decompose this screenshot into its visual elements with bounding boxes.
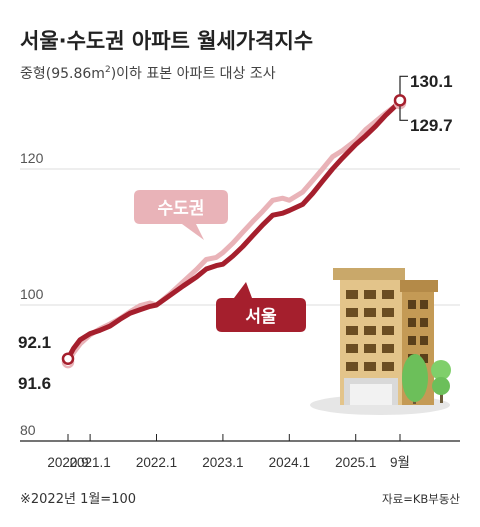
series-line-seoul <box>65 97 403 362</box>
source: 자료=KB부동산 <box>382 492 460 506</box>
chart-subtitle: 중형(95.86m2)이하 표본 아파트 대상 조사 <box>20 65 276 82</box>
x-tick-label-6: 9월 <box>390 455 410 470</box>
subtitle-part-2: )이하 표본 아파트 대상 조사 <box>111 66 276 82</box>
y-axis: 80 100 120 <box>20 150 44 438</box>
seoul-start-value: 92.1 <box>18 333 51 352</box>
chart-title: 서울·수도권 아파트 월세가격지수 <box>20 29 313 53</box>
footnote: ※2022년 1월=100 <box>20 492 136 507</box>
capital-start-value: 91.6 <box>18 374 51 393</box>
seoul-end-value: 130.1 <box>410 72 453 91</box>
x-tick-label-4: 2024.1 <box>269 455 310 470</box>
x-tick-label-2: 2022.1 <box>136 455 177 470</box>
y-tick-label-80: 80 <box>20 422 36 438</box>
x-tick-label-3: 2023.1 <box>202 455 243 470</box>
y-tick-label-120: 120 <box>20 150 44 166</box>
capital-series-label: 수도권 <box>134 190 228 240</box>
x-tick-label-0: 2020.9 <box>47 455 88 470</box>
seoul-series-label: 서울 <box>216 282 306 332</box>
seoul-end-marker <box>393 94 407 107</box>
x-tick-label-1: 2021.1 <box>69 455 110 470</box>
subtitle-superscript: 2 <box>105 65 111 75</box>
subtitle-part-1: 중형(95.86m <box>20 66 105 82</box>
seoul-start-marker <box>61 352 75 365</box>
series-markers <box>61 75 408 369</box>
y-tick-label-100: 100 <box>20 286 44 302</box>
seoul-badge-text: 서울 <box>245 307 277 327</box>
capital-end-value: 129.7 <box>410 116 453 135</box>
seoul-end-leader <box>399 75 408 95</box>
capital-end-leader <box>399 106 408 121</box>
x-tick-label-5: 2025.1 <box>335 455 376 470</box>
capital-badge-text: 수도권 <box>158 199 205 219</box>
apartment-building-illustration <box>310 268 451 415</box>
